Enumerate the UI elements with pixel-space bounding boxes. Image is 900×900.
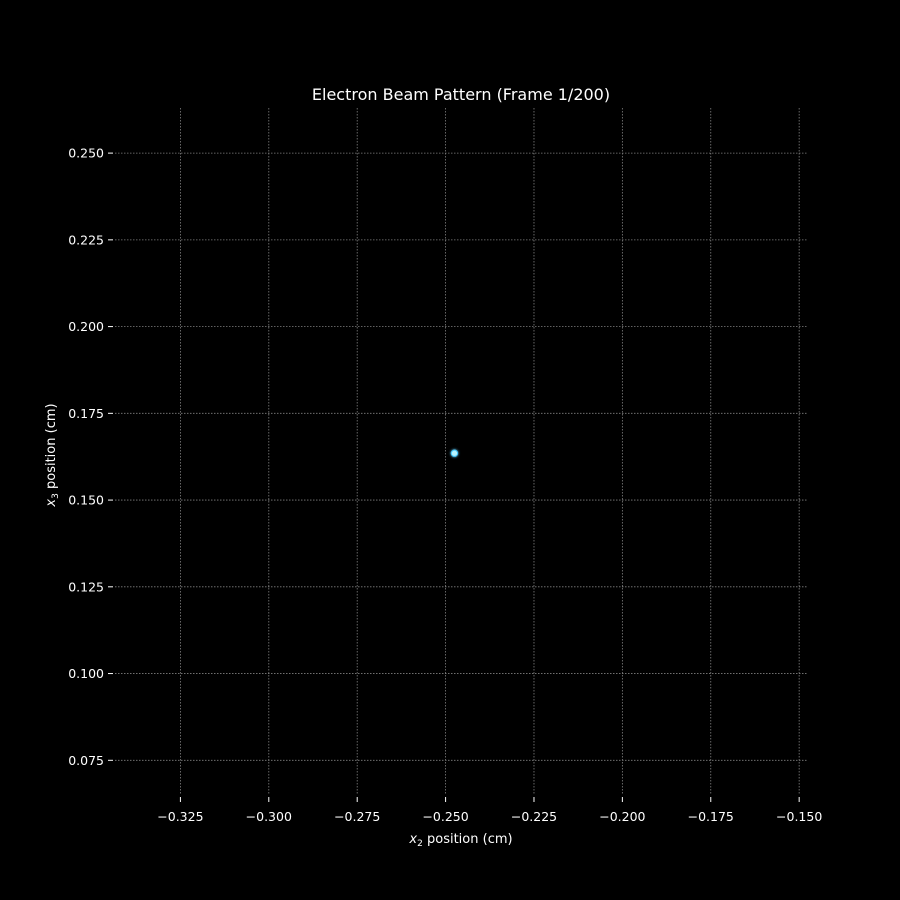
y-axis-label-subscript: 3 [51,493,61,499]
y-tick-label: 0.125 [68,579,104,594]
x-axis-label-text: position (cm) [423,832,513,847]
x-axis-label-var: x [408,832,417,847]
x-tick-label: −0.275 [334,809,380,824]
x-axis-label: x2 position (cm) [408,832,512,849]
x-axis-label-subscript: 2 [417,839,423,849]
y-tick-label: 0.150 [68,493,104,508]
y-tick-label: 0.200 [68,319,104,334]
x-tick-label: −0.175 [688,809,734,824]
chart-title: Electron Beam Pattern (Frame 1/200) [312,85,610,104]
y-axis-ticks: 0.075 0.100 0.125 0.150 0.175 0.200 0.225 0.250 [68,146,113,768]
x-tick-label: −0.250 [422,809,468,824]
x-tick-label: −0.325 [157,809,203,824]
y-tick-label: 0.175 [68,406,104,421]
x-axis-ticks: −0.325 −0.300 −0.275 −0.250 −0.225 −0.200 −0.1… [157,797,822,824]
y-axis-label: x3 position (cm) [44,403,61,507]
y-axis-label-var: x [44,499,59,508]
data-points [450,449,459,457]
y-tick-label: 0.250 [68,146,104,161]
grid [115,108,808,795]
y-tick-label: 0.075 [68,753,104,768]
y-tick-label: 0.225 [68,232,104,247]
x-tick-label: −0.225 [511,809,557,824]
electron-point [450,449,459,457]
x-tick-label: −0.150 [776,809,822,824]
y-tick-label: 0.100 [68,666,104,681]
x-tick-label: −0.200 [599,809,645,824]
y-axis-label-text: position (cm) [44,403,59,493]
x-tick-label: −0.300 [246,809,292,824]
